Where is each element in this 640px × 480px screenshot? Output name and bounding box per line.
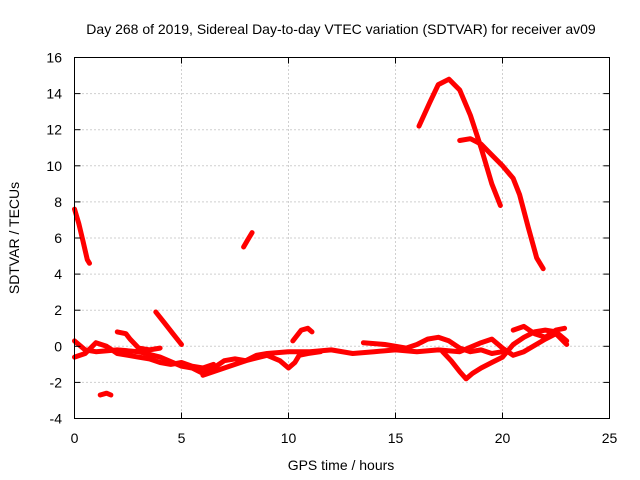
series-arc-6: [97, 390, 114, 398]
y-tick-label: 0: [54, 338, 62, 354]
series-arc-3: [416, 76, 503, 208]
series-arc-5: [153, 309, 184, 347]
chart-title: Day 268 of 2019, Sidereal Day-to-day VTE…: [86, 21, 596, 37]
series-arc-12: [360, 334, 505, 356]
x-tick-label: 10: [281, 430, 297, 446]
series-arc-13: [440, 327, 570, 382]
y-tick-label: -4: [50, 411, 63, 427]
x-tick-labels: 0 5 10 15 20 25: [71, 430, 618, 446]
series-arc-14: [510, 323, 568, 340]
y-tick-label: -2: [50, 374, 63, 390]
series-arc-1: [72, 206, 92, 266]
x-tick-label: 20: [495, 430, 511, 446]
data-series: [72, 76, 570, 398]
y-tick-label: 8: [54, 194, 62, 210]
axis-ticks: [74, 57, 610, 419]
series-arc-2: [241, 230, 255, 250]
y-tick-label: 14: [46, 86, 62, 102]
x-tick-label: 25: [602, 430, 618, 446]
y-tick-label: 10: [46, 158, 62, 174]
y-tick-label: 4: [54, 266, 62, 282]
series-arc-7: [72, 331, 570, 376]
series-arc-11: [290, 325, 315, 344]
y-tick-labels: -4 -2 0 2 4 6 8 10 12 14 16: [46, 50, 62, 427]
x-axis-label: GPS time / hours: [288, 457, 395, 473]
x-tick-label: 0: [71, 430, 79, 446]
series-arc-10: [200, 349, 324, 378]
x-tick-label: 15: [388, 430, 404, 446]
x-tick-label: 5: [178, 430, 186, 446]
y-axis-label: SDTVAR / TECUs: [6, 182, 22, 294]
series-arc-4: [457, 136, 546, 272]
y-tick-label: 6: [54, 230, 62, 246]
y-tick-label: 12: [46, 122, 62, 138]
y-tick-label: 16: [46, 50, 62, 66]
series-arc-9: [114, 329, 163, 353]
series-arc-8: [72, 340, 217, 371]
y-tick-label: 2: [54, 302, 62, 318]
